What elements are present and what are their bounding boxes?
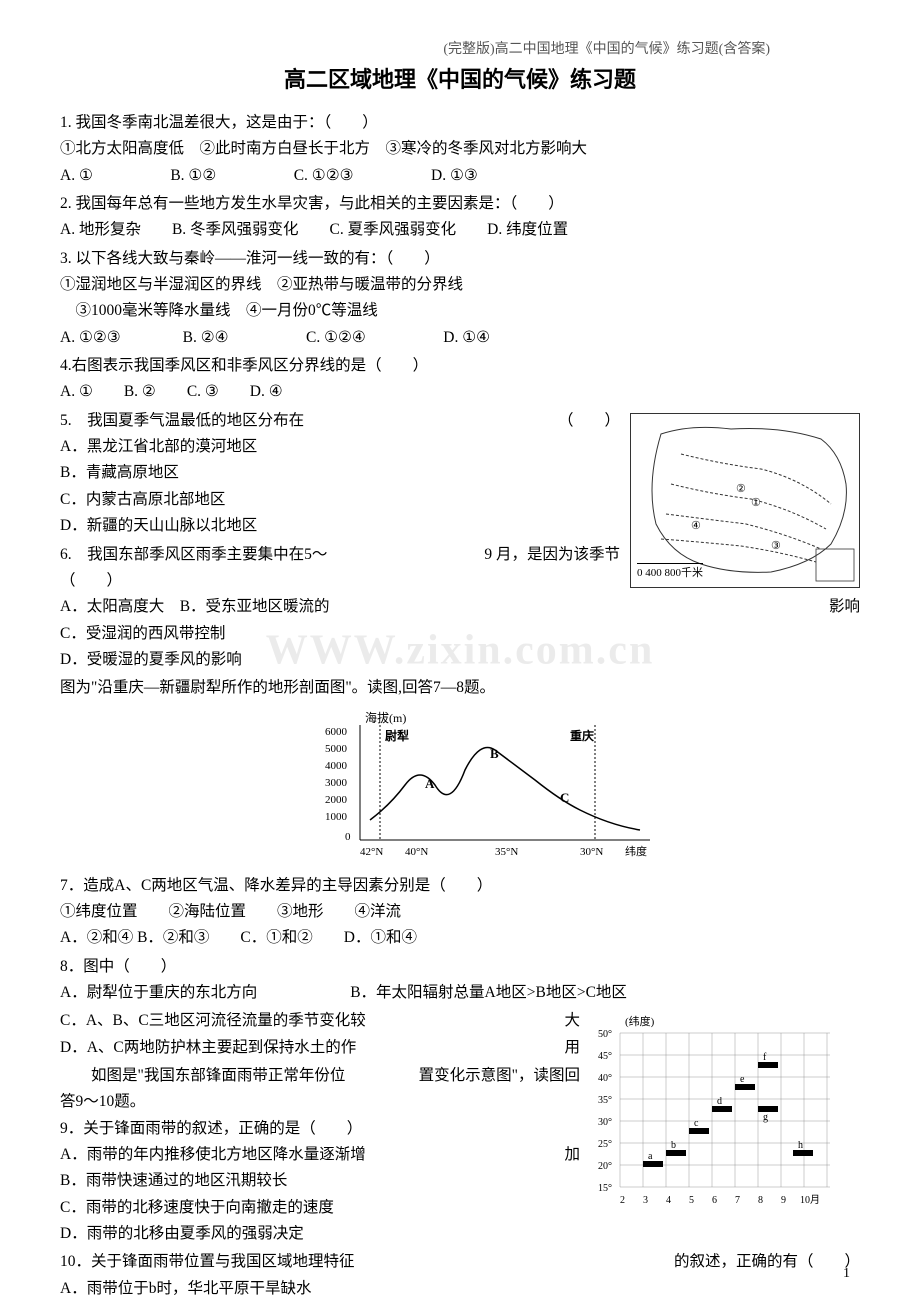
q3-stem: 3. 以下各线大致与秦岭——淮河一线一致的有：（ ） — [60, 246, 860, 272]
content-body: 1. 我国冬季南北温差很大，这是由于：（ ） ①北方太阳高度低 ②此时南方白昼长… — [60, 110, 860, 1302]
china-map-figure: ① ② ③ ④ 0 400 800千米 — [630, 413, 860, 588]
svg-text:20°: 20° — [598, 1161, 612, 1172]
svg-text:3000: 3000 — [325, 777, 348, 789]
q3-sub1: ①湿润地区与半湿润区的界线 ②亚热带与暖温带的分界线 — [60, 272, 860, 298]
q8-stem: 8．图中（ ） — [60, 954, 860, 980]
caption-78: 图为"沿重庆—新疆尉犁所作的地形剖面图"。读图,回答7—8题。 — [60, 675, 860, 701]
svg-text:h: h — [798, 1140, 803, 1151]
svg-text:b: b — [671, 1140, 676, 1151]
q2-stem: 2. 我国每年总有一些地方发生水旱灾害，与此相关的主要因素是：（ ） — [60, 191, 860, 217]
svg-text:25°: 25° — [598, 1139, 612, 1150]
svg-text:2: 2 — [620, 1195, 625, 1206]
svg-text:纬度: 纬度 — [625, 844, 647, 858]
q10-stem: 10．关于锋面雨带位置与我国区域地理特征的叙述，正确的有（ ） — [60, 1249, 860, 1275]
svg-text:2000: 2000 — [325, 794, 348, 806]
q6-a: A．太阳高度大 B．受东亚地区暖流的 影响 — [60, 594, 860, 620]
q10-a: A．雨带位于b时，华北平原干旱缺水 — [60, 1276, 860, 1302]
q7-sub: ①纬度位置 ②海陆位置 ③地形 ④洋流 — [60, 899, 860, 925]
svg-text:4: 4 — [666, 1195, 671, 1206]
svg-text:重庆: 重庆 — [570, 728, 594, 743]
page-number: 1 — [843, 1266, 850, 1282]
svg-text:30°: 30° — [598, 1117, 612, 1128]
svg-text:7: 7 — [735, 1195, 740, 1206]
q6-d: D．受暖湿的夏季风的影响 — [60, 647, 860, 673]
svg-text:35°N: 35°N — [495, 846, 518, 858]
q1-opts: A. ① B. ①② C. ①②③ D. ①③ — [60, 163, 860, 189]
q3-sub2: ③1000毫米等降水量线 ④一月份0℃等温线 — [60, 298, 860, 324]
svg-text:45°: 45° — [598, 1051, 612, 1062]
q9-d: D．雨带的北移由夏季风的强弱决定 — [60, 1221, 860, 1247]
rain-band-chart: (纬度) 50° 45° 40° 35° 30° 25° 20° 15° a b… — [590, 1013, 840, 1213]
profile-chart: 海拔(m) 6000 5000 4000 3000 2000 1000 0 尉犁… — [250, 710, 670, 865]
svg-text:a: a — [648, 1151, 653, 1162]
q7-stem: 7．造成A、C两地区气温、降水差异的主导因素分别是（ ） — [60, 873, 860, 899]
svg-text:35°: 35° — [598, 1095, 612, 1106]
svg-text:42°N: 42°N — [360, 846, 383, 858]
svg-text:c: c — [694, 1118, 699, 1129]
svg-text:0: 0 — [345, 831, 351, 843]
svg-text:A: A — [425, 776, 435, 791]
q8-ab: A．尉犁位于重庆的东北方向 B．年太阳辐射总量A地区>B地区>C地区 — [60, 980, 860, 1006]
svg-text:6000: 6000 — [325, 726, 348, 738]
map-svg: ① ② ③ ④ — [631, 414, 859, 587]
svg-text:1000: 1000 — [325, 811, 348, 823]
q2-opts: A. 地形复杂 B. 冬季风强弱变化 C. 夏季风强弱变化 D. 纬度位置 — [60, 217, 860, 243]
svg-text:f: f — [763, 1052, 767, 1063]
svg-text:15°: 15° — [598, 1183, 612, 1194]
svg-text:5: 5 — [689, 1195, 694, 1206]
svg-text:3: 3 — [643, 1195, 648, 1206]
svg-text:5000: 5000 — [325, 743, 348, 755]
svg-text:4000: 4000 — [325, 760, 348, 772]
map-label-2: ② — [736, 483, 746, 495]
svg-text:(纬度): (纬度) — [625, 1014, 655, 1028]
map-label-1: ① — [751, 497, 761, 509]
page-title: 高二区域地理《中国的气候》练习题 — [60, 62, 860, 94]
svg-text:C: C — [560, 790, 569, 805]
svg-text:9: 9 — [781, 1195, 786, 1206]
svg-text:g: g — [763, 1112, 768, 1123]
svg-text:30°N: 30°N — [580, 846, 603, 858]
q4-stem: 4.右图表示我国季风区和非季风区分界线的是（ ） — [60, 353, 860, 379]
header-note: (完整版)高二中国地理《中国的气候》练习题(含答案) — [443, 38, 770, 58]
q3-opts: A. ①②③ B. ②④ C. ①②④ D. ①④ — [60, 325, 860, 351]
svg-text:40°N: 40°N — [405, 846, 428, 858]
svg-text:B: B — [490, 746, 499, 761]
svg-text:6: 6 — [712, 1195, 717, 1206]
svg-text:8: 8 — [758, 1195, 763, 1206]
q1-stem: 1. 我国冬季南北温差很大，这是由于：（ ） — [60, 110, 860, 136]
q6-c: C．受湿润的西风带控制 — [60, 621, 860, 647]
svg-text:海拔(m): 海拔(m) — [365, 710, 406, 725]
map-label-3: ③ — [771, 540, 781, 552]
svg-text:10月: 10月 — [800, 1194, 820, 1206]
q1-sub: ①北方太阳高度低 ②此时南方白昼长于北方 ③寒冷的冬季风对北方影响大 — [60, 136, 860, 162]
svg-text:尉犁: 尉犁 — [385, 728, 409, 743]
svg-text:40°: 40° — [598, 1073, 612, 1084]
svg-text:e: e — [740, 1074, 745, 1085]
svg-text:50°: 50° — [598, 1029, 612, 1040]
svg-text:d: d — [717, 1096, 722, 1107]
map-scale: 0 400 800千米 — [637, 563, 703, 583]
q4-opts: A. ① B. ② C. ③ D. ④ — [60, 379, 860, 405]
q7-opts: A．②和④ B．②和③ C．①和② D．①和④ — [60, 925, 860, 951]
map-label-4: ④ — [691, 520, 701, 532]
